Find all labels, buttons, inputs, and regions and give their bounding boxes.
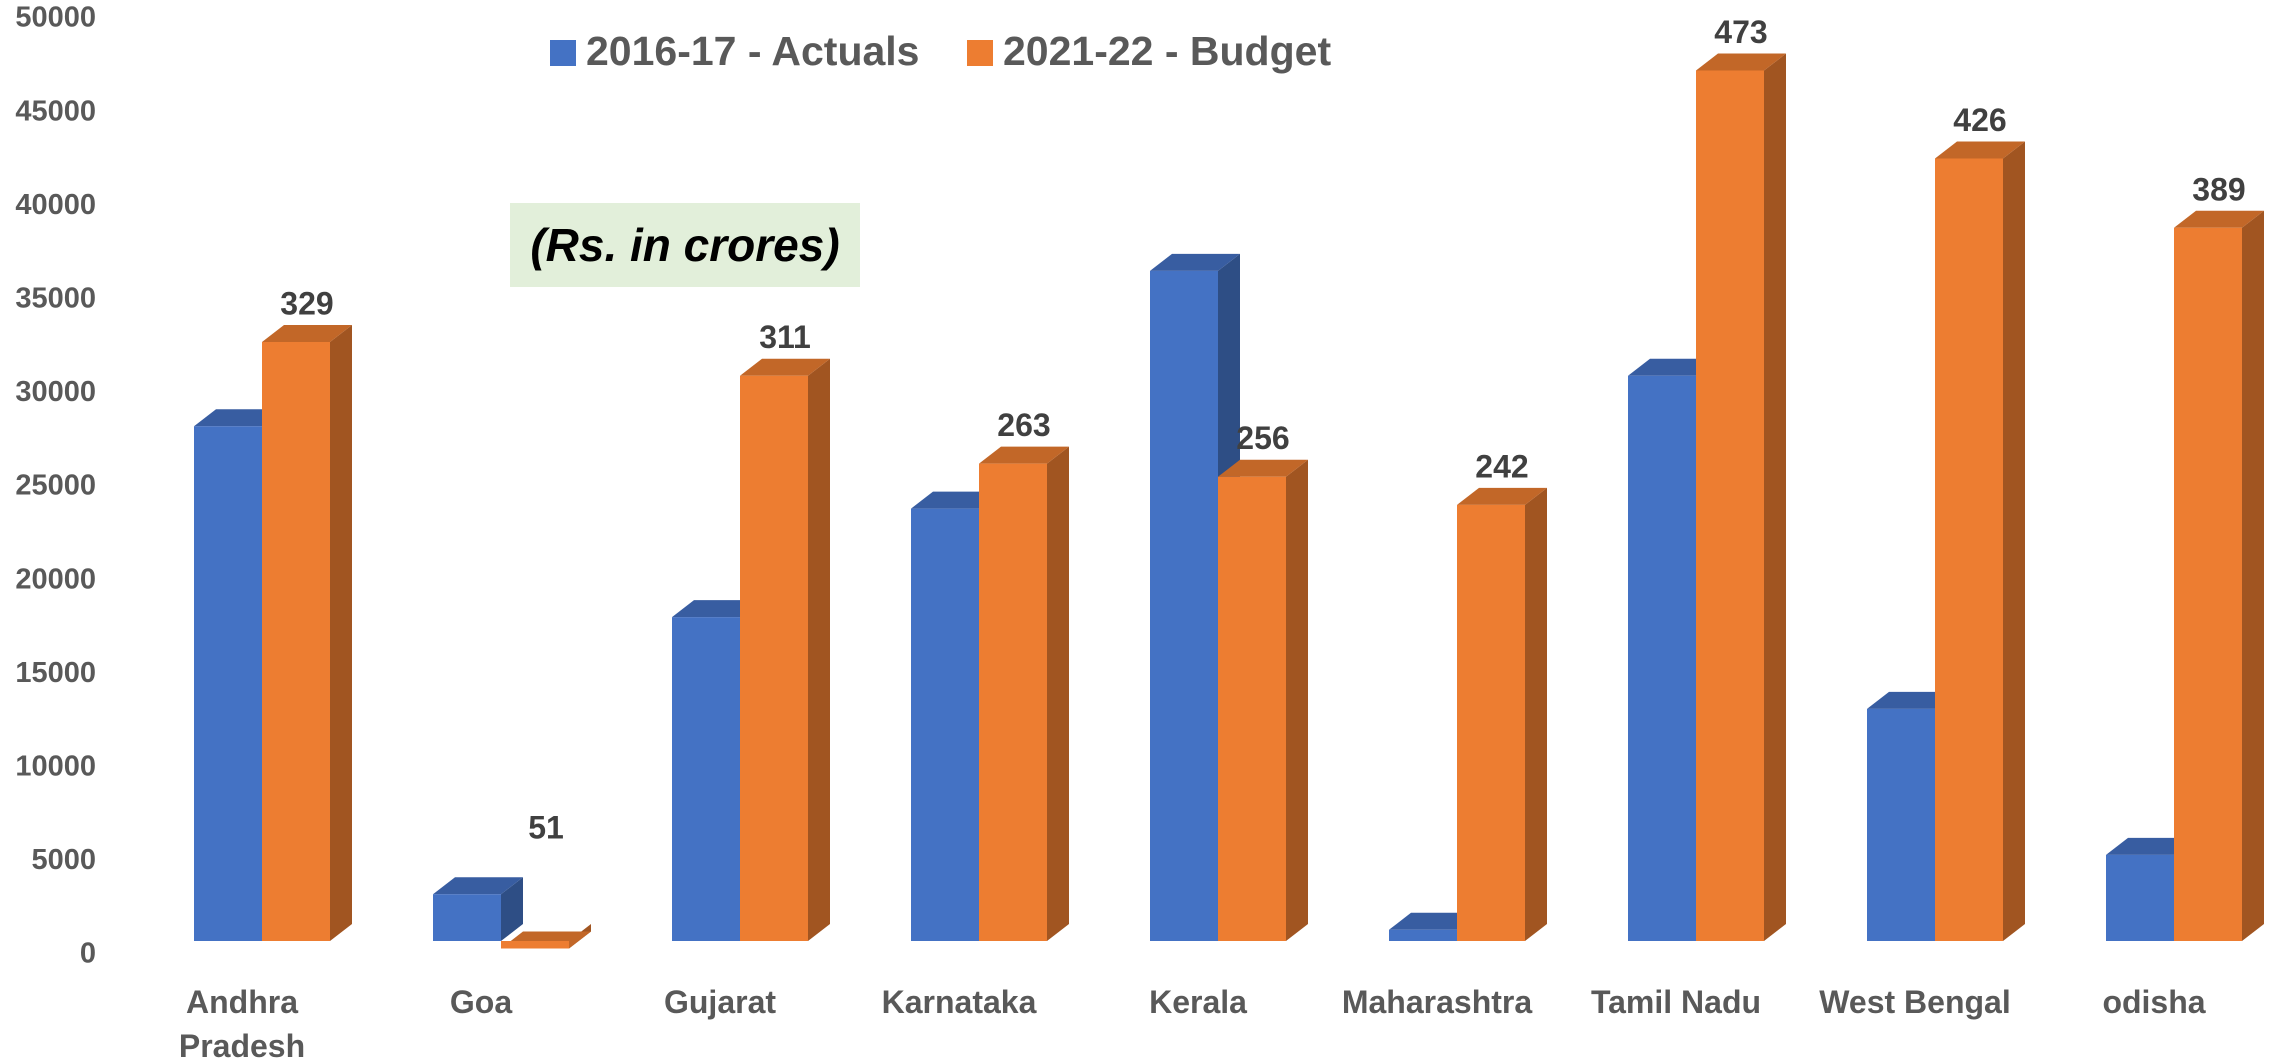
bar-top — [1867, 691, 1957, 709]
bar-side — [501, 877, 523, 941]
data-annotation: 51 — [528, 809, 564, 845]
data-annotation: 256 — [1236, 420, 1289, 456]
bar-top — [2174, 210, 2264, 228]
x-tick-label: Andhra Pradesh — [178, 984, 306, 1064]
x-tick-label: Gujarat — [663, 984, 777, 1020]
data-annotation: 263 — [997, 407, 1050, 443]
bar-top — [1457, 487, 1547, 505]
bar-front — [1935, 158, 2003, 942]
x-tick-label: Kerala — [1149, 984, 1247, 1020]
bar-side — [1764, 53, 1786, 941]
data-annotation: 389 — [2192, 171, 2245, 207]
bar — [1218, 459, 1308, 941]
bar-top — [1218, 459, 1308, 477]
legend-swatch — [967, 40, 993, 66]
bar-front — [2174, 227, 2242, 941]
bar — [1696, 53, 1786, 941]
bar-top — [1150, 253, 1240, 271]
bar-top — [2106, 837, 2196, 855]
y-tick-label: 45000 — [15, 95, 96, 127]
bar-front — [1628, 375, 1696, 941]
bar — [1935, 141, 2025, 942]
x-tick-label: West Bengal — [1819, 984, 2011, 1020]
y-tick-label: 20000 — [15, 563, 96, 595]
bar-top — [979, 446, 1069, 464]
y-tick-label: 10000 — [15, 750, 96, 782]
y-tick-label: 25000 — [15, 470, 96, 502]
bar-front — [1457, 504, 1525, 941]
bar-front — [1867, 708, 1935, 941]
bar-top — [194, 409, 284, 427]
bar — [979, 446, 1069, 941]
bar-top — [433, 877, 523, 895]
bar-side — [330, 324, 352, 942]
bar-top — [740, 358, 830, 376]
bar-side — [808, 358, 830, 941]
y-tick-label: 35000 — [15, 282, 96, 314]
bar — [501, 924, 591, 949]
bar — [1457, 487, 1547, 941]
y-tick-label: 5000 — [31, 844, 96, 876]
x-tick-label: Tamil Nadu — [1590, 984, 1762, 1020]
bar-top — [1628, 358, 1718, 376]
y-tick-label: 15000 — [15, 657, 96, 689]
bar-top — [1696, 53, 1786, 71]
x-tick-label: odisha — [2102, 984, 2206, 1020]
legend-label: 2016-17 - Actuals — [586, 28, 920, 74]
bar — [740, 358, 830, 941]
x-tick-label: Maharashtra — [1341, 984, 1533, 1020]
y-tick-label: 0 — [80, 938, 96, 970]
bar-side — [1525, 487, 1547, 941]
bar-side — [1286, 459, 1308, 941]
legend-swatch — [550, 40, 576, 66]
y-tick-label: 40000 — [15, 189, 96, 221]
data-annotation: 311 — [759, 319, 811, 355]
x-tick-label: Karnataka — [881, 984, 1037, 1020]
legend-label: 2021-22 - Budget — [1003, 28, 1331, 74]
bar-front — [1218, 476, 1286, 941]
bar-front — [194, 426, 262, 942]
bar-side — [1047, 446, 1069, 941]
bar-front — [433, 894, 501, 941]
bar — [2174, 210, 2264, 941]
bar-front — [262, 341, 330, 942]
x-tick-label: Goa — [449, 984, 513, 1020]
bar-front — [672, 617, 740, 941]
bar — [262, 324, 352, 942]
bar-top — [1935, 141, 2025, 159]
bar-side — [2242, 210, 2264, 941]
bar-front — [1150, 270, 1218, 941]
bar-top — [262, 324, 352, 342]
data-annotation: 473 — [1714, 14, 1767, 50]
bar-front — [740, 375, 808, 941]
bar-front — [1389, 929, 1457, 941]
bar-top — [672, 600, 762, 618]
bar-front — [2106, 854, 2174, 941]
bar-front — [1696, 70, 1764, 941]
data-annotation: 426 — [1953, 102, 2006, 138]
bar-front — [501, 941, 569, 949]
y-tick-label: 50000 — [15, 2, 96, 34]
unit-note: (Rs. in crores) — [510, 203, 860, 287]
bar — [433, 877, 523, 941]
bar-top — [911, 491, 1001, 509]
bar-top — [1389, 912, 1479, 930]
bar-front — [911, 508, 979, 941]
bar-side — [2003, 141, 2025, 942]
bar-front — [979, 463, 1047, 941]
data-annotation: 329 — [280, 285, 333, 321]
y-tick-label: 30000 — [15, 376, 96, 408]
data-annotation: 242 — [1475, 448, 1528, 484]
